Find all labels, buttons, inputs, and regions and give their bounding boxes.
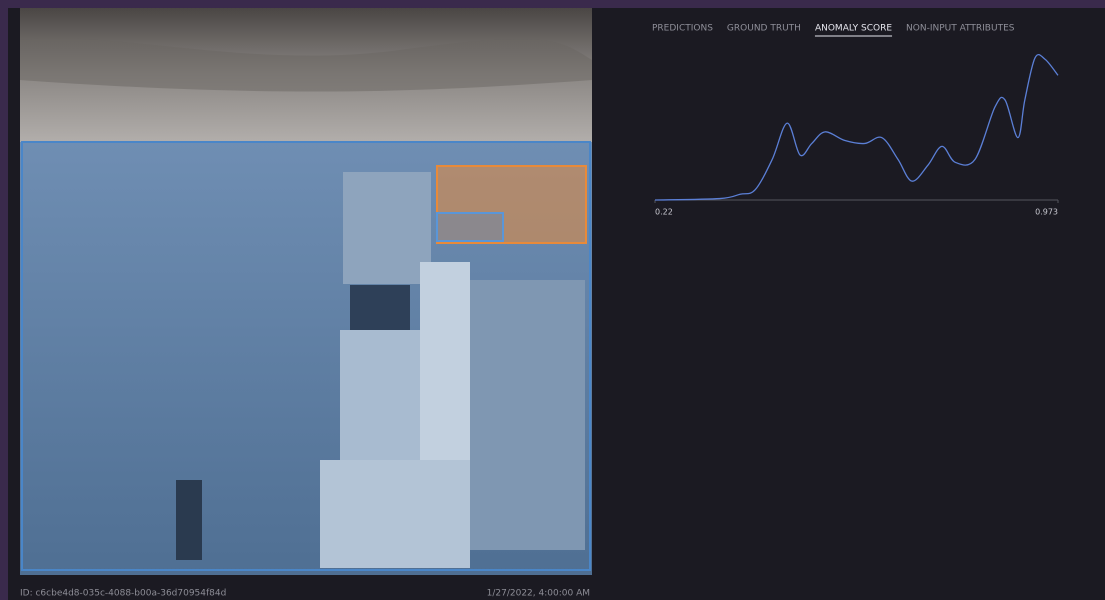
image-id: ID: c6cbe4d8-035c-4088-b00a-36d70954f84d [20, 589, 226, 599]
rover-mast [343, 172, 431, 284]
rover-body [340, 330, 420, 480]
rover-arm [176, 480, 202, 560]
tab[interactable]: PREDICTIONS [652, 24, 713, 34]
tab[interactable]: GROUND TRUTH [727, 24, 801, 34]
rover-side [470, 280, 585, 550]
timestamp: 1/27/2022, 4:00:00 AM [487, 589, 590, 599]
x-tick-label: 0.22 [655, 208, 673, 217]
rover-deck [320, 460, 470, 568]
bounding-box [437, 213, 503, 241]
page: ID: c6cbe4d8-035c-4088-b00a-36d70954f84d… [0, 0, 1105, 600]
tab[interactable]: NON-INPUT ATTRIBUTES [906, 24, 1015, 34]
tab[interactable]: ANOMALY SCORE [815, 24, 892, 34]
x-tick-label: 0.973 [1035, 208, 1058, 217]
app: ID: c6cbe4d8-035c-4088-b00a-36d70954f84d… [0, 0, 1105, 600]
image [20, 8, 592, 575]
